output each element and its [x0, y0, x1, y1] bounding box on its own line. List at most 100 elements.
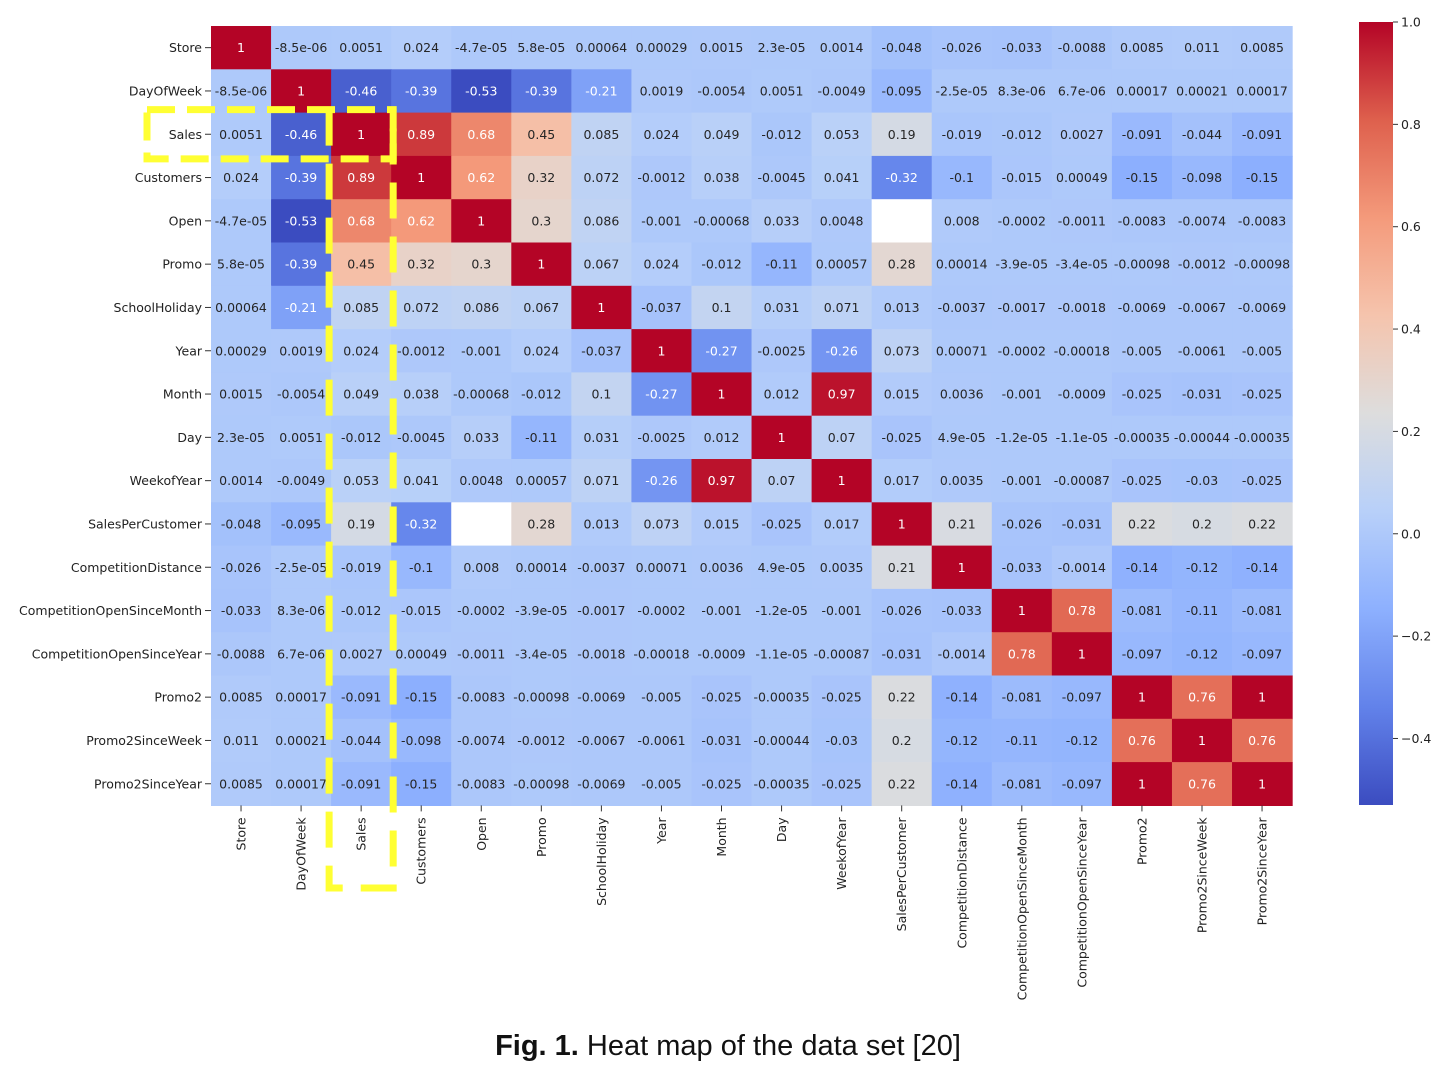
cell-value-label: -0.15	[1126, 170, 1158, 185]
cell-value-label: 0.76	[1188, 776, 1216, 791]
cell-value-label: -0.12	[1066, 733, 1098, 748]
cell-value-label: 2.3e-05	[217, 430, 265, 445]
cell-value-label: 0.024	[343, 343, 379, 358]
cell-value-label: -0.11	[1006, 733, 1038, 748]
cell-value-label: 0.00017	[1116, 83, 1168, 98]
heatmap-cell	[691, 112, 753, 157]
cell-value-label: -0.0014	[1058, 560, 1106, 575]
heatmap-cell	[1051, 502, 1113, 547]
heatmap-cell	[691, 69, 753, 114]
cell-value-label: -0.0025	[757, 343, 805, 358]
heatmap-cell	[631, 675, 693, 720]
cell-value-label: 1	[237, 40, 245, 55]
cell-value-label: -0.00098	[1114, 257, 1170, 272]
heatmap-cell	[1111, 632, 1173, 677]
cell-value-label: 0.024	[523, 343, 559, 358]
cell-value-label: 1	[597, 300, 605, 315]
cell-value-label: 0.19	[347, 516, 375, 531]
cell-value-label: 0.00049	[395, 646, 447, 661]
caption-text: Heat map of the data set [20]	[578, 1030, 961, 1062]
cell-value-label: -0.025	[1242, 473, 1282, 488]
heatmap-cell	[1051, 242, 1113, 287]
heatmap-cell	[211, 242, 272, 287]
heatmap-cell	[691, 762, 753, 806]
heatmap-cell	[511, 242, 572, 287]
heatmap-cell	[331, 26, 392, 70]
cell-value-label: -8.5e-06	[275, 40, 328, 55]
cell-value-label: 0.0048	[820, 213, 864, 228]
cell-value-label: 0.013	[884, 300, 920, 315]
heatmap-cell	[1171, 242, 1233, 287]
heatmap-cell	[811, 588, 873, 633]
cell-value-label: 5.8e-05	[217, 257, 265, 272]
heatmap-cell	[451, 199, 512, 244]
cell-value-label: 0.22	[888, 776, 916, 791]
colorbar-tick-label: 0.8	[1401, 117, 1421, 132]
heatmap-cell	[931, 675, 993, 720]
cell-value-label: -0.0069	[1118, 300, 1166, 315]
cell-value-label: -0.0009	[1058, 387, 1106, 402]
cell-value-label: 0.033	[463, 430, 499, 445]
heatmap-cell	[391, 155, 452, 200]
cell-value-label: 0.21	[948, 516, 976, 531]
heatmap-cell	[1171, 112, 1233, 157]
cell-value-label: -0.12	[1186, 646, 1218, 661]
heatmap-cell	[991, 762, 1053, 806]
cell-value-label: 0.00049	[1056, 170, 1108, 185]
cell-value-label: 0.024	[403, 40, 439, 55]
heatmap-cell	[811, 718, 873, 763]
cell-value-label: 1	[1138, 690, 1146, 705]
cell-value-label: 0.21	[888, 560, 916, 575]
cell-value-label: 0.011	[1184, 40, 1220, 55]
heatmap-cell	[271, 112, 332, 157]
heatmap-cell	[271, 588, 332, 633]
cell-value-label: -0.0054	[277, 387, 325, 402]
heatmap-cell	[1051, 199, 1113, 244]
heatmap-cell	[391, 718, 452, 763]
heatmap-cell	[811, 26, 873, 70]
heatmap-cell	[871, 26, 933, 70]
cell-value-label: 0.1	[591, 387, 611, 402]
cell-value-label: 0.073	[884, 343, 920, 358]
heatmap-cell	[331, 112, 392, 157]
cell-value-label: -0.0037	[938, 300, 986, 315]
cell-value-label: -0.00068	[453, 387, 509, 402]
heatmap-cell	[211, 632, 272, 677]
heatmap-cell	[451, 588, 512, 633]
cell-value-label: 6.7e-06	[1058, 83, 1106, 98]
row-labels: Store DayOfWeek Sales Customers Open Promo Sch…	[19, 40, 211, 791]
cell-value-label: 0.008	[944, 213, 980, 228]
cell-value-label: 0.053	[343, 473, 379, 488]
cell-value-label: -0.0067	[1178, 300, 1226, 315]
cell-value-label: 0.031	[764, 300, 800, 315]
heatmap-cell	[751, 632, 813, 677]
cell-value-label: -0.015	[401, 603, 441, 618]
heatmap-cell	[871, 242, 933, 287]
heatmap-cell	[451, 545, 512, 590]
heatmap-cell	[511, 675, 572, 720]
cell-value-label: -0.14	[946, 776, 978, 791]
cell-value-label: -0.098	[1182, 170, 1222, 185]
heatmap-cell	[811, 545, 873, 590]
cell-value-label: 0.45	[347, 257, 375, 272]
heatmap-cell	[1051, 285, 1113, 330]
cell-value-label: 1	[357, 127, 365, 142]
heatmap-cell	[811, 675, 873, 720]
row-tick-label: DayOfWeek	[129, 83, 203, 98]
heatmap-cell	[631, 502, 693, 547]
heatmap-cell	[391, 675, 452, 720]
cell-value-label: -0.001	[1002, 473, 1042, 488]
heatmap-cell	[991, 155, 1053, 200]
cell-value-label: 0.19	[888, 127, 916, 142]
cell-value-label: 0.0085	[1120, 40, 1164, 55]
heatmap-cell	[1111, 112, 1173, 157]
heatmap-cell	[931, 329, 993, 373]
heatmap-cell	[811, 155, 873, 200]
heatmap-cell	[1051, 459, 1113, 503]
heatmap-cell	[1051, 632, 1113, 677]
heatmap-cell	[871, 372, 933, 417]
cell-value-label: 0.3	[531, 213, 551, 228]
cell-value-label: 1	[958, 560, 966, 575]
heatmap-cell	[631, 329, 693, 373]
heatmap-cell	[391, 199, 452, 244]
